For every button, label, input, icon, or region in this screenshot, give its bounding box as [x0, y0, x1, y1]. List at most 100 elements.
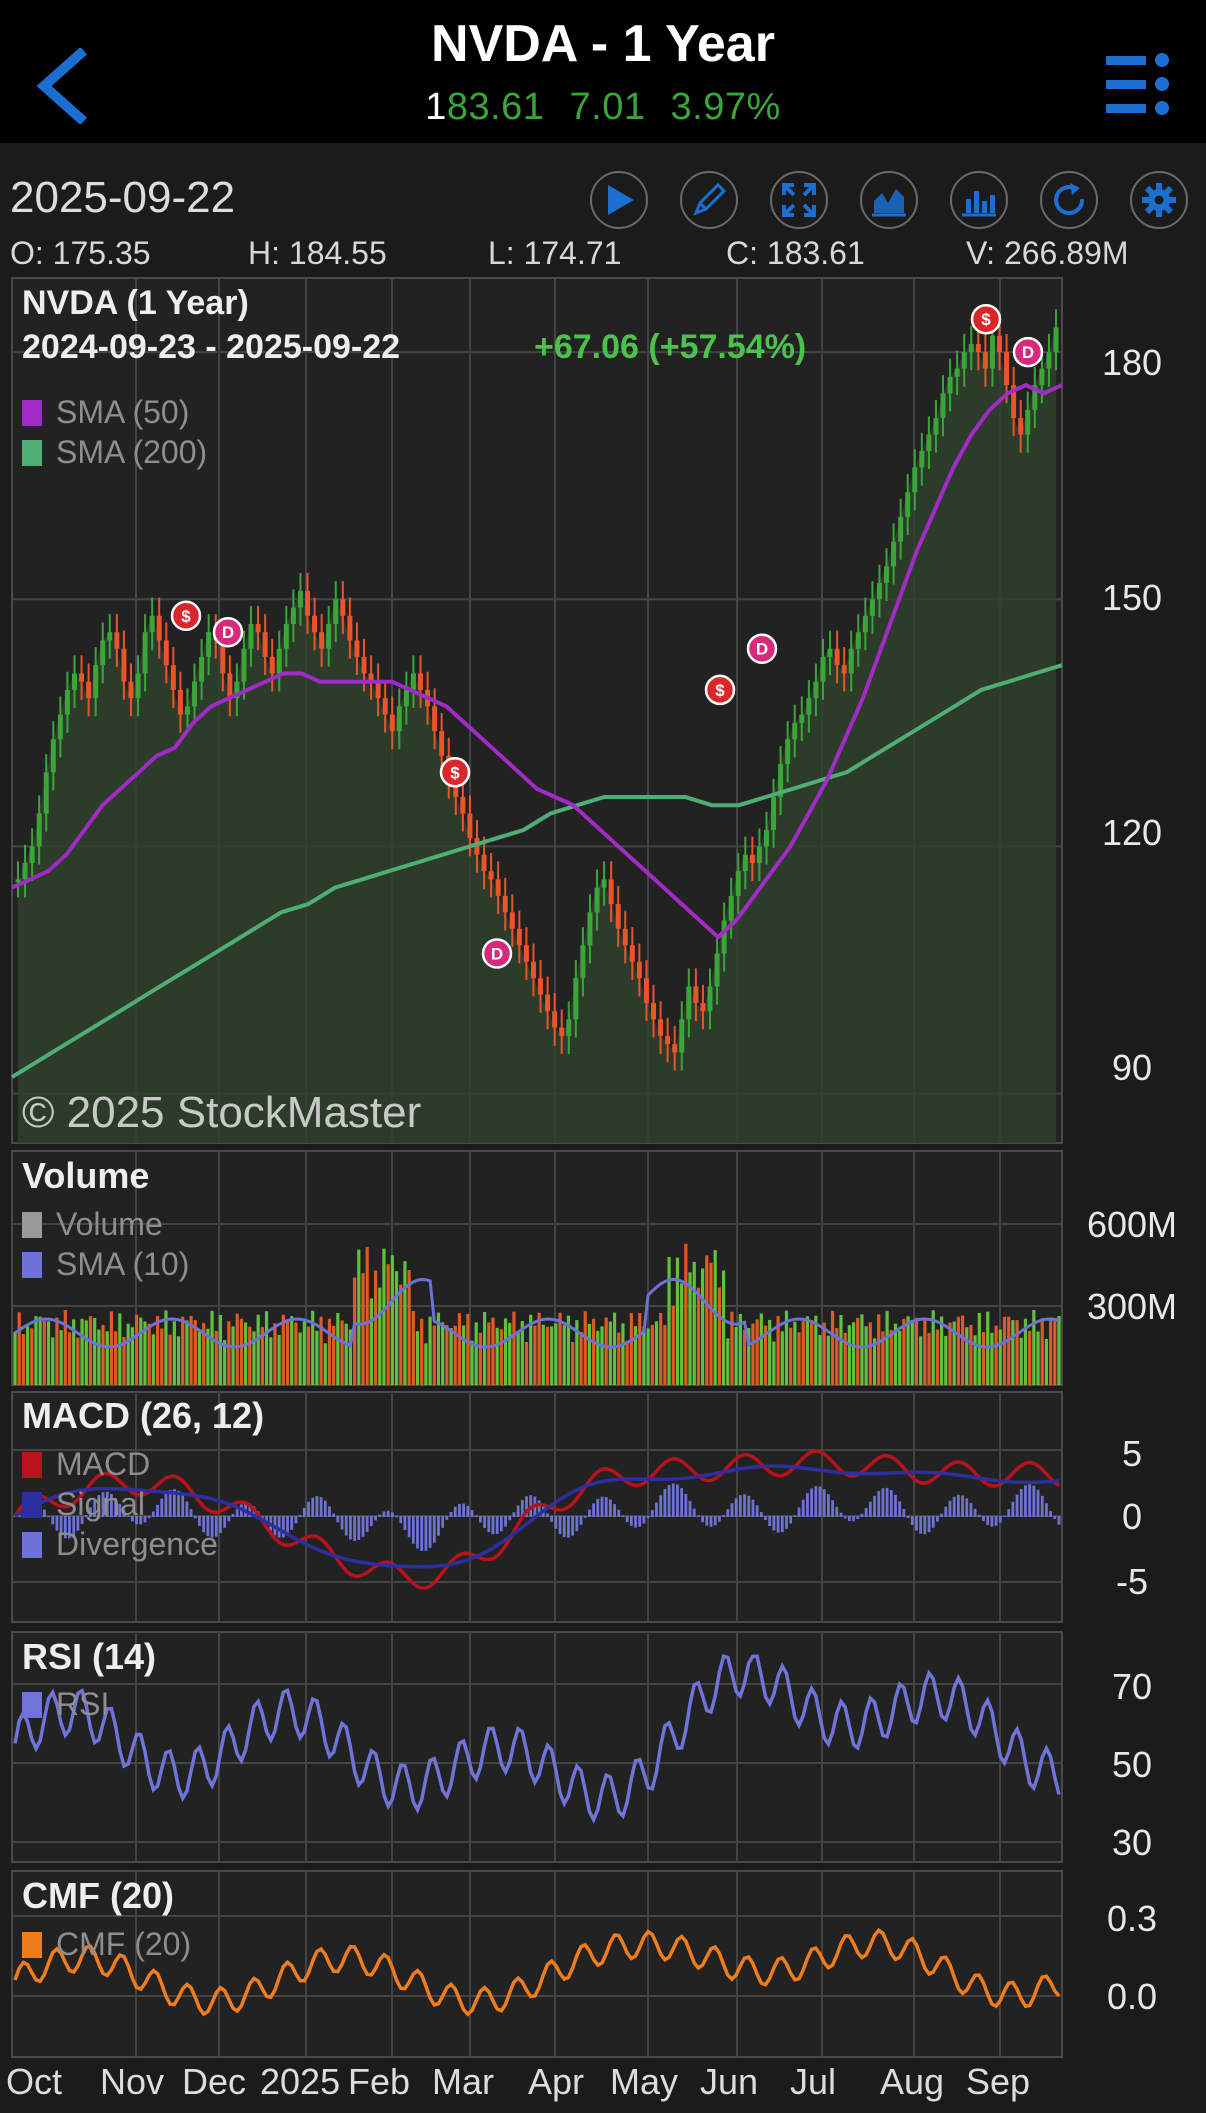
fullscreen-button[interactable]	[770, 171, 828, 229]
volume-bar	[118, 1313, 122, 1385]
legend-volume-sma-label: SMA (10)	[56, 1246, 190, 1282]
volume-bar	[956, 1316, 960, 1385]
copyright-watermark: © 2025 StockMaster	[22, 1088, 422, 1137]
divergence-bar	[730, 1503, 734, 1517]
candle-body	[643, 978, 649, 1003]
divergence-bar	[701, 1516, 705, 1523]
candle-body	[177, 689, 183, 715]
volume-bar	[713, 1250, 717, 1385]
dividend-marker-icon: $	[439, 757, 471, 788]
menu-button[interactable]	[1104, 52, 1178, 118]
fullscreen-icon	[782, 183, 816, 217]
volume-bar	[30, 1328, 34, 1385]
divergence-bar	[868, 1501, 872, 1517]
refresh-button[interactable]	[1040, 171, 1098, 229]
volume-bar	[789, 1327, 793, 1385]
divergence-bar	[638, 1516, 642, 1527]
chart-area[interactable]: $ D $ D $ D $ D	[0, 273, 1206, 2113]
divergence-bar	[646, 1516, 650, 1519]
candle-body	[192, 681, 198, 707]
volume-bar	[579, 1332, 583, 1385]
candle-body	[1046, 352, 1052, 369]
event-marker-icon: D	[212, 616, 244, 648]
candle	[297, 572, 303, 626]
volume-bar	[424, 1343, 428, 1385]
candle-body	[305, 591, 311, 616]
divergence-bar	[936, 1516, 939, 1522]
divergence-bar	[147, 1516, 151, 1519]
divergence-bar	[319, 1497, 323, 1517]
volume-bar	[143, 1321, 147, 1385]
x-tick: 2025	[260, 2061, 341, 2102]
volume-bar	[487, 1322, 491, 1385]
candle-body	[100, 640, 106, 666]
chart-type-button[interactable]	[860, 171, 918, 229]
volume-bar	[621, 1323, 625, 1385]
cmf-ytick: 0.3	[1106, 1898, 1158, 1939]
divergence-bar	[759, 1512, 763, 1517]
divergence-bar	[135, 1516, 138, 1525]
divergence-bar	[164, 1493, 168, 1517]
candle	[827, 630, 833, 676]
price-ytick: 180	[1101, 342, 1163, 383]
candle	[771, 778, 777, 849]
candle	[382, 680, 388, 733]
divergence-bar	[495, 1516, 499, 1534]
volume-bar	[747, 1327, 751, 1385]
candle	[43, 754, 49, 832]
divergence-bar	[403, 1516, 407, 1531]
divergence-bar	[307, 1501, 310, 1517]
candle	[961, 334, 967, 387]
volume-bar	[659, 1312, 663, 1385]
candle-body	[43, 772, 49, 814]
divergence-bar	[139, 1516, 143, 1525]
divergence-bar	[97, 1495, 101, 1517]
divergence-bar	[986, 1516, 990, 1525]
volume-bar	[114, 1331, 118, 1385]
divergence-bar	[923, 1516, 927, 1535]
divergence-bar	[323, 1500, 327, 1517]
volume-bar	[776, 1316, 780, 1385]
volume-bar	[965, 1327, 969, 1385]
candle-body	[509, 912, 515, 929]
volume-bar	[139, 1317, 143, 1385]
candle-body	[785, 739, 791, 765]
candle	[523, 927, 529, 980]
volume-bar	[344, 1323, 348, 1385]
candle	[276, 630, 282, 692]
volume-bar	[721, 1270, 726, 1385]
indicators-button[interactable]	[950, 171, 1008, 229]
draw-button[interactable]	[680, 171, 738, 229]
volume-bar	[755, 1319, 759, 1385]
candle	[552, 993, 558, 1046]
candle-body	[248, 624, 254, 649]
candle	[997, 317, 1003, 371]
divergence-bar	[659, 1495, 663, 1517]
play-button[interactable]	[590, 171, 648, 229]
candle-body	[538, 978, 544, 995]
divergence-bar	[210, 1516, 214, 1538]
volume-bar	[441, 1322, 445, 1385]
x-tick: Apr	[528, 2061, 585, 2102]
divergence-bar	[407, 1516, 411, 1538]
marker-circle	[170, 600, 202, 632]
marker-label: D	[1022, 343, 1034, 362]
volume-bar	[260, 1327, 264, 1385]
x-tick: Dec	[182, 2061, 247, 2102]
candle	[354, 622, 360, 676]
candle-body	[36, 813, 42, 847]
candle	[608, 861, 614, 923]
marker-label: D	[756, 640, 768, 659]
candle	[693, 968, 699, 1022]
candle	[262, 614, 268, 676]
volume-bar	[516, 1331, 520, 1385]
divergence-bar	[1015, 1494, 1019, 1517]
candle-body	[700, 1002, 706, 1012]
candle	[100, 622, 106, 684]
candle	[410, 655, 416, 709]
candle-body	[665, 1035, 671, 1045]
settings-button[interactable]	[1130, 171, 1188, 229]
volume-bar	[587, 1323, 592, 1385]
back-button[interactable]	[34, 46, 94, 126]
volume-bar	[751, 1323, 755, 1385]
